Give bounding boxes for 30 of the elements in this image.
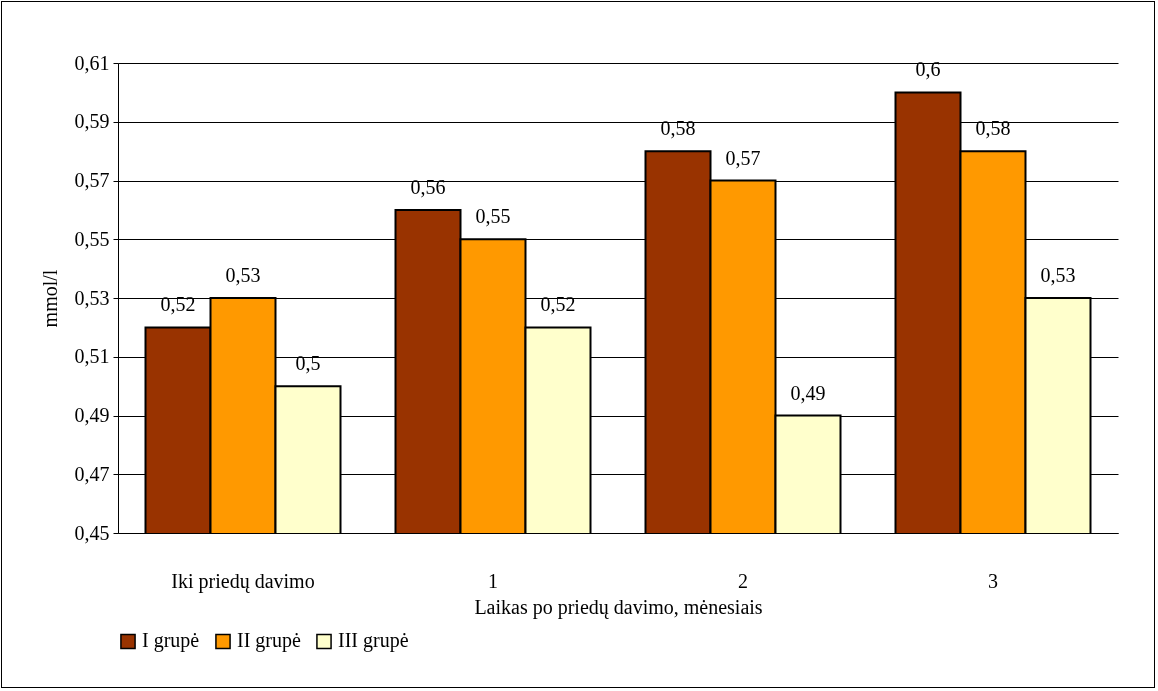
legend-label: II grupė [237, 629, 301, 653]
data-label: 0,49 [790, 381, 826, 404]
y-tick-label: 0,47 [74, 462, 110, 485]
y-tick-label: 0,55 [74, 227, 110, 250]
data-label: 0,5 [295, 352, 321, 375]
x-tick-label: 1 [488, 569, 498, 592]
data-label: 0,53 [225, 264, 261, 286]
data-label: 0,52 [160, 293, 196, 316]
x-tick-label: 3 [988, 569, 998, 592]
data-label: 0,58 [975, 117, 1011, 140]
data-label: 0,58 [660, 117, 696, 140]
y-tick-label: 0,49 [74, 404, 110, 426]
x-tick-label: 2 [738, 569, 748, 592]
data-label: 0,57 [725, 146, 761, 169]
y-axis-title: mmol/l [38, 269, 61, 328]
y-tick-label: 0,59 [74, 110, 110, 133]
legend-label: I grupė [142, 629, 200, 653]
data-label: 0,6 [915, 58, 941, 81]
y-tick-label: 0,51 [74, 345, 110, 368]
data-label: 0,56 [410, 175, 446, 198]
y-tick-label: 0,57 [74, 169, 110, 191]
data-label: 0,55 [475, 205, 511, 228]
y-tick-label: 0,53 [74, 286, 110, 309]
x-axis-title: Laikas po priedų davimo, mėnesiais [474, 595, 763, 619]
data-label: 0,52 [540, 293, 576, 316]
data-label: 0,53 [1040, 264, 1076, 286]
x-tick-label: Iki priedų davimo [171, 569, 315, 593]
y-tick-label: 0,61 [74, 51, 110, 74]
legend-label: III grupė [338, 629, 409, 653]
y-tick-label: 0,45 [74, 521, 110, 544]
